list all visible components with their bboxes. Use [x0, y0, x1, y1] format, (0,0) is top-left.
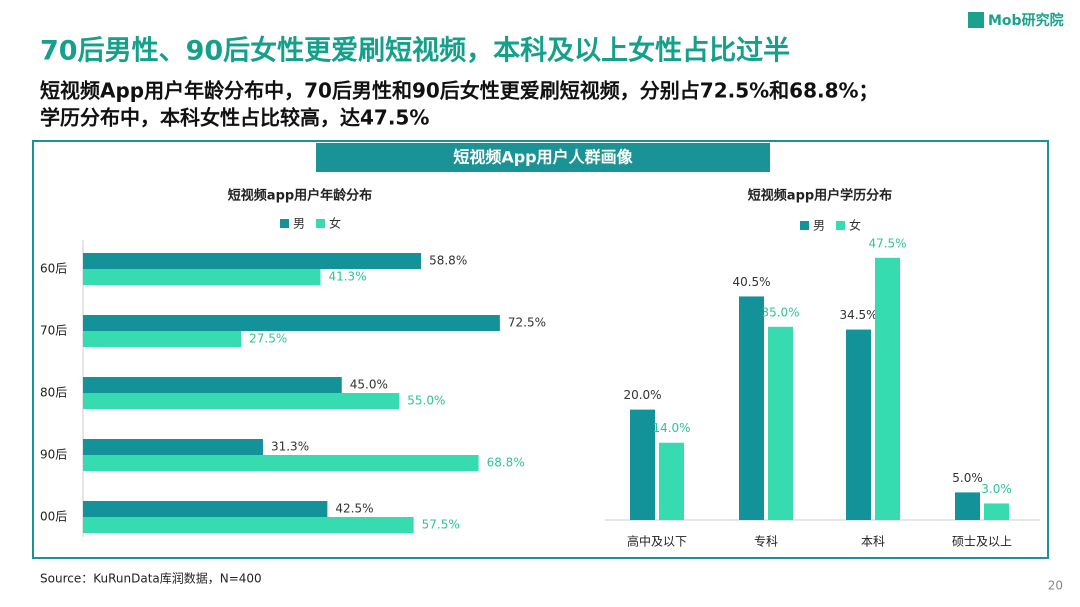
bar: [83, 253, 422, 269]
bar: [83, 455, 479, 471]
value-label: 27.5%: [249, 332, 287, 346]
bar: [83, 377, 342, 393]
bar: [83, 501, 328, 517]
logo-icon: [968, 12, 984, 28]
bar: [630, 409, 655, 520]
source: Source：KuRunData库润数据，N=400: [40, 571, 262, 586]
bar: [659, 442, 684, 520]
legend-label: 男: [813, 219, 825, 233]
category-label: 90后: [40, 448, 67, 462]
value-label: 5.0%: [952, 471, 983, 485]
bar: [955, 492, 980, 520]
legend-swatch: [316, 219, 325, 228]
subtitle: 学历分布中，本科女性占比较高，达47.5%: [40, 106, 429, 130]
subtitle: 短视频App用户年龄分布中，70后男性和90后女性更爱刷短视频，分别占72.5%…: [40, 79, 879, 103]
bar: [83, 439, 263, 455]
bar: [875, 257, 900, 520]
value-label: 55.0%: [407, 394, 445, 408]
panel: [32, 140, 1049, 559]
legend-swatch: [280, 219, 289, 228]
title: 70后男性、90后女性更爱刷短视频，本科及以上女性占比过半: [40, 35, 790, 67]
bar: [846, 329, 871, 520]
value-label: 68.8%: [487, 456, 525, 470]
value-label: 72.5%: [508, 316, 546, 330]
bar: [83, 393, 400, 409]
bar: [768, 326, 793, 520]
category-label: 高中及以下: [627, 534, 687, 549]
legend-swatch: [800, 221, 809, 230]
value-label: 41.3%: [328, 270, 366, 284]
value-label: 34.5%: [839, 308, 877, 322]
bar: [984, 503, 1009, 520]
chart-title: 短视频app用户学历分布: [748, 188, 892, 204]
legend-label: 男: [293, 217, 305, 231]
value-label: 20.0%: [623, 388, 661, 402]
category-label: 本科: [861, 535, 885, 549]
bar: [83, 269, 321, 285]
value-label: 3.0%: [981, 482, 1012, 496]
logo: Mob研究院: [988, 12, 1064, 29]
value-label: 47.5%: [868, 236, 906, 250]
value-label: 57.5%: [422, 518, 460, 532]
bar: [83, 331, 242, 347]
page-number: 20: [1048, 579, 1063, 593]
value-label: 58.8%: [429, 254, 467, 268]
value-label: 45.0%: [350, 378, 388, 392]
chart-title: 短视频app用户年龄分布: [228, 188, 372, 204]
category-label: 专科: [754, 534, 778, 549]
value-label: 40.5%: [732, 275, 770, 289]
panel-header: [316, 143, 770, 172]
legend-label: 女: [329, 216, 341, 231]
value-label: 31.3%: [271, 440, 309, 454]
category-label: 00后: [40, 510, 67, 524]
category-label: 60后: [40, 262, 67, 276]
bar: [739, 296, 764, 520]
category-label: 80后: [40, 386, 67, 400]
value-label: 42.5%: [335, 502, 373, 516]
category-label: 硕士及以上: [952, 535, 1012, 549]
bar: [83, 315, 500, 331]
bar: [83, 517, 414, 533]
legend-label: 女: [849, 218, 861, 233]
category-label: 70后: [40, 324, 67, 338]
panel-title: 短视频App用户人群画像: [453, 148, 633, 167]
legend-swatch: [836, 221, 845, 230]
value-label: 35.0%: [761, 305, 799, 319]
value-label: 14.0%: [652, 421, 690, 435]
